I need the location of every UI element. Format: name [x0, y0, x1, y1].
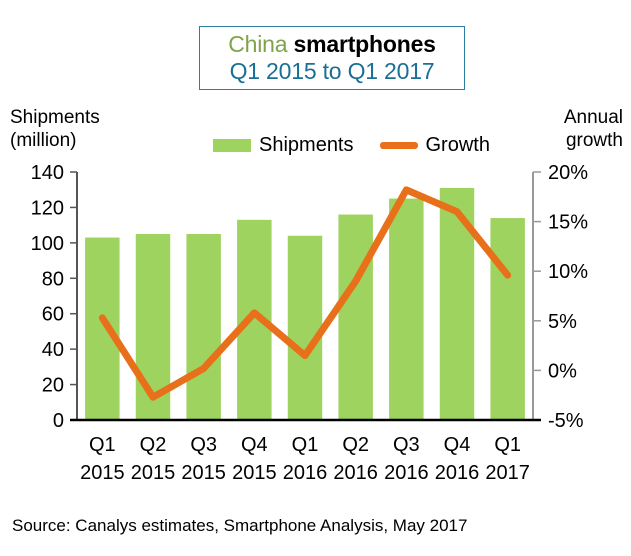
x-axis-label-year: 2015	[181, 462, 226, 484]
x-axis-label-quarter: Q1	[494, 434, 521, 456]
chart-title-rest: smartphones	[287, 31, 436, 57]
right-axis-title-line2: growth	[565, 130, 623, 151]
right-axis-tick-label: 20%	[548, 162, 588, 184]
bar-q3-2015	[186, 234, 221, 420]
bar-q2-2016	[338, 214, 373, 420]
x-axis-label-quarter: Q2	[342, 434, 369, 456]
right-axis-tick-label: 15%	[548, 212, 588, 234]
right-axis-title-line1: Annual	[563, 107, 623, 128]
x-axis-label-year: 2016	[435, 462, 480, 484]
chart-plot: 0 20 40 60 80 100 120 140 -5% 0% 5% 10% 15% 20% Q1 2015…	[31, 162, 589, 484]
x-axis-label-quarter: Q4	[444, 434, 471, 456]
left-axis-title: Shipments (million)	[10, 106, 100, 152]
legend-item-growth: Growth	[379, 134, 490, 156]
chart-subtitle: Q1 2015 to Q1 2017	[229, 58, 435, 84]
left-axis-tick-label: 60	[42, 304, 64, 326]
x-axis-label-quarter: Q4	[241, 434, 268, 456]
left-axis-tick-label: 100	[31, 233, 64, 255]
chart-title-brand: China	[228, 31, 288, 57]
x-axis-label-quarter: Q3	[190, 434, 217, 456]
x-axis-label-year: 2016	[384, 462, 429, 484]
x-axis-label-year: 2016	[333, 462, 378, 484]
bar-q1-2016	[287, 235, 323, 420]
chart-title-card: China smartphones Q1 2015 to Q1 2017	[199, 26, 465, 90]
legend-item-shipments: Shipments	[213, 134, 354, 156]
legend-line-swatch-icon	[379, 141, 418, 149]
x-axis-label-quarter: Q2	[140, 434, 167, 456]
legend-bar-swatch-icon	[213, 138, 251, 152]
x-axis-label-quarter: Q3	[393, 434, 420, 456]
right-axis-tick-label: 0%	[548, 360, 577, 382]
left-axis-tick-label: 0	[53, 410, 64, 432]
chart-legend: Shipments Growth	[213, 134, 490, 156]
chart-title: China smartphones	[228, 31, 436, 58]
x-axis-label-year: 2015	[232, 462, 277, 484]
right-axis-title: Annual growth	[564, 106, 623, 152]
x-axis-label-year: 2015	[131, 462, 176, 484]
x-axis-label-quarter: Q1	[89, 434, 116, 456]
bar-q1-2015	[85, 237, 120, 420]
left-axis-tick-label: 120	[31, 197, 64, 219]
x-axis-label-year: 2017	[485, 462, 530, 484]
right-axis-tick-label: 5%	[548, 311, 577, 333]
left-axis-title-line1: Shipments	[10, 107, 100, 128]
x-axis-label-quarter: Q1	[292, 434, 319, 456]
left-axis-tick-label: 40	[42, 339, 64, 361]
right-axis-tick-label: -5%	[548, 410, 584, 432]
growth-line	[98, 186, 512, 401]
right-axis-tick-label: 10%	[548, 261, 588, 283]
left-axis-tick-label: 80	[42, 268, 64, 290]
left-axis-tick-label: 20	[42, 375, 64, 397]
source-note: Source: Canalys estimates, Smartphone An…	[12, 516, 468, 535]
left-axis-tick-label: 140	[31, 162, 64, 184]
bar-q3-2016	[389, 198, 424, 420]
left-axis-title-line2: (million)	[10, 130, 77, 151]
legend-label-shipments: Shipments	[259, 134, 354, 156]
bar-q1-2017	[490, 218, 525, 420]
x-axis-label-year: 2015	[80, 462, 125, 484]
x-axis-label-year: 2016	[283, 462, 328, 484]
legend-label-growth: Growth	[425, 134, 490, 156]
